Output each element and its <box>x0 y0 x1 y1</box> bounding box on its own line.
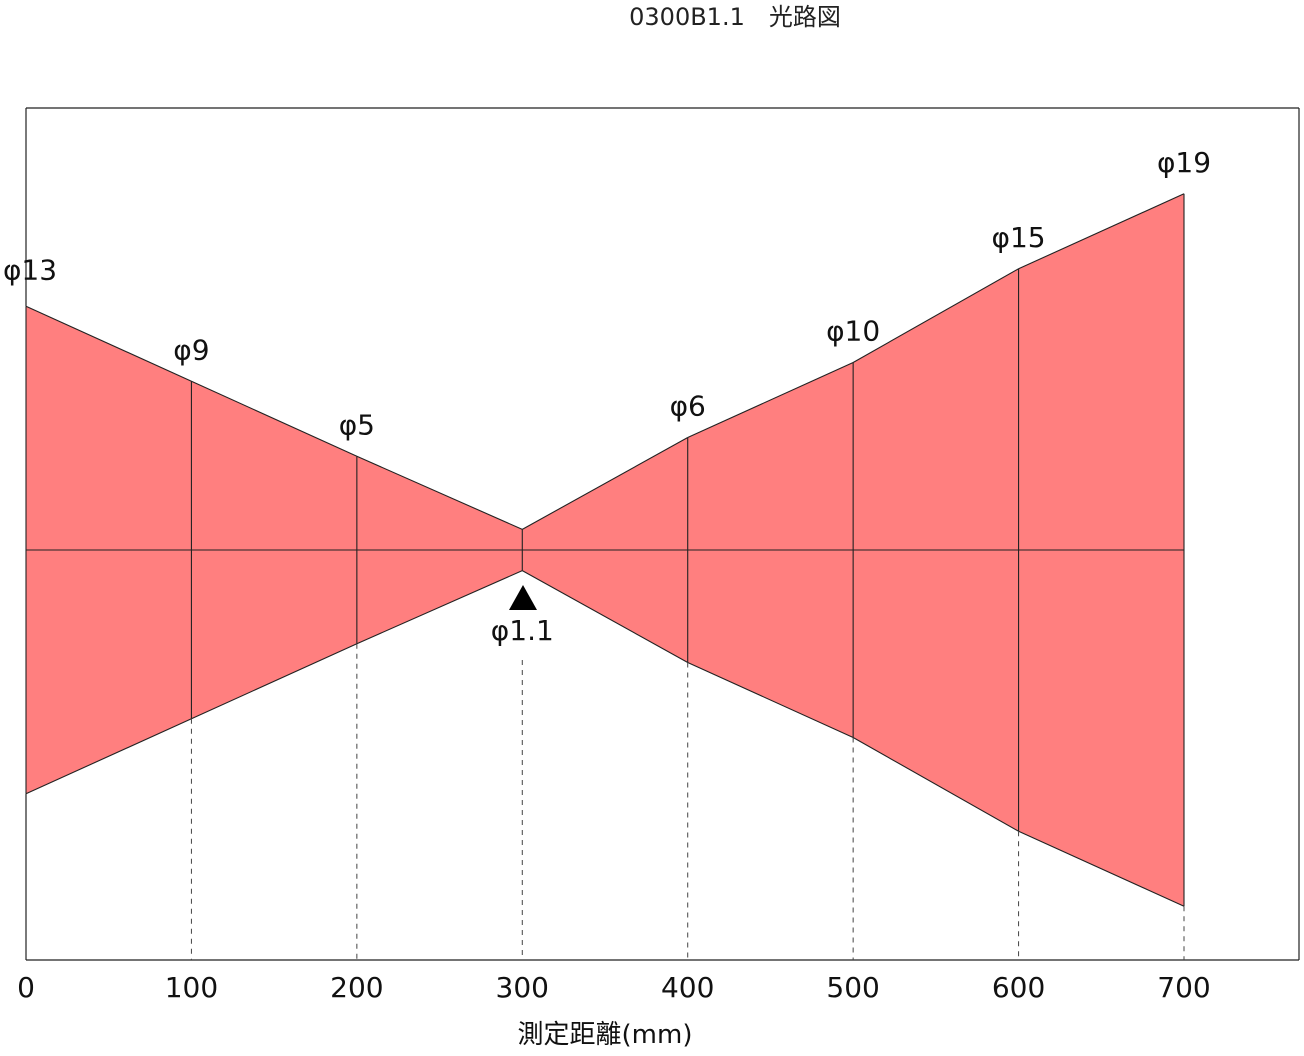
beam-edge-top-100 <box>191 380 358 457</box>
x-tick-label-500: 500 <box>826 971 879 1004</box>
x-tick-label-100: 100 <box>165 971 218 1004</box>
beam-edge-top-400 <box>687 361 854 439</box>
beam-edge-bottom-400 <box>687 661 854 739</box>
beam-edge-top-500 <box>852 268 1019 363</box>
x-tick-label-700: 700 <box>1157 971 1210 1004</box>
beam-edge-bottom-300 <box>522 570 688 663</box>
beam-layer <box>25 193 1185 907</box>
x-tick-label-300: 300 <box>496 971 549 1004</box>
x-tick-label-600: 600 <box>992 971 1045 1004</box>
beam-edge-top-0 <box>25 305 192 382</box>
diameter-label-layer: φ13 φ9 φ5 φ1.1 φ6 φ10 φ15 φ19 <box>3 146 1211 647</box>
guide-dash-layer <box>25 240 1185 960</box>
diameter-label-0: φ13 <box>3 253 57 286</box>
diameter-label-600: φ15 <box>992 221 1046 254</box>
diameter-label-500: φ10 <box>826 315 880 348</box>
beam-edge-bottom-200 <box>356 570 523 645</box>
x-tick-layer: 0 100 200 300 400 500 600 700 <box>17 971 1211 1004</box>
x-tick-label-400: 400 <box>661 971 714 1004</box>
x-tick-label-200: 200 <box>330 971 383 1004</box>
x-axis-title: 測定距離(mm) <box>518 1020 693 1050</box>
beam-edge-top-600 <box>1018 193 1185 270</box>
diameter-label-100: φ9 <box>173 333 209 366</box>
diameter-label-200: φ5 <box>339 408 375 441</box>
beam-edge-bottom-100 <box>191 643 358 720</box>
diameter-label-400: φ6 <box>670 390 706 423</box>
diameter-label-700: φ19 <box>1157 146 1211 179</box>
diameter-label-300: φ1.1 <box>491 614 554 647</box>
chart-title: 0300B1.1 光路図 <box>629 3 841 31</box>
beam-edge-top-200 <box>356 455 523 530</box>
beam-edge-bottom-0 <box>25 718 192 795</box>
beam-edge-bottom-600 <box>1018 830 1185 907</box>
beam-edge-bottom-500 <box>852 737 1019 832</box>
beam-edge-top-300 <box>522 437 688 530</box>
focal-point-marker-icon <box>509 585 537 610</box>
x-tick-label-0: 0 <box>17 971 35 1004</box>
